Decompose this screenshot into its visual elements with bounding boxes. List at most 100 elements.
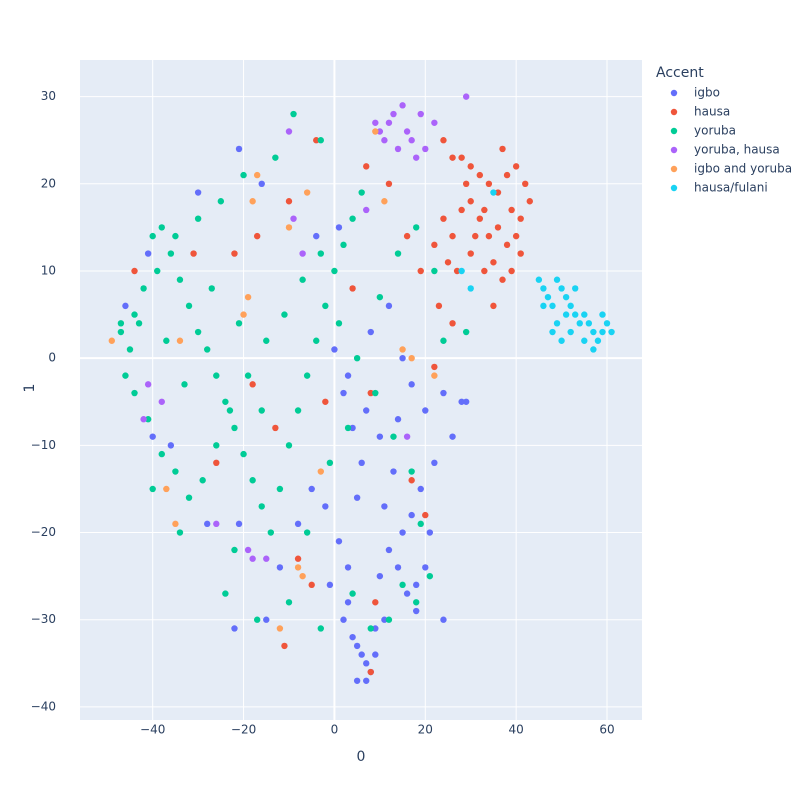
- point: [140, 285, 147, 292]
- y-tick-label: 10: [41, 263, 56, 277]
- legend-marker: [670, 146, 678, 154]
- point: [299, 276, 306, 283]
- point: [294, 555, 302, 562]
- point: [340, 389, 347, 397]
- x-tick-label: 0: [331, 723, 339, 737]
- point: [576, 320, 583, 327]
- point: [231, 546, 238, 554]
- point: [372, 389, 379, 397]
- point: [131, 389, 138, 397]
- point: [363, 206, 370, 214]
- point: [581, 337, 588, 344]
- point: [399, 529, 406, 536]
- point: [281, 642, 288, 650]
- point: [440, 389, 447, 397]
- point: [313, 232, 320, 240]
- point: [367, 389, 374, 397]
- legend-label: hausa/fulani: [694, 181, 768, 195]
- point: [131, 267, 138, 275]
- x-axis-title: 0: [357, 749, 366, 765]
- point: [413, 224, 420, 231]
- point: [335, 538, 343, 545]
- x-tick-label: 20: [418, 723, 433, 737]
- point: [158, 450, 165, 458]
- point: [462, 180, 470, 188]
- point: [122, 302, 129, 310]
- point: [476, 171, 484, 179]
- point: [299, 572, 306, 580]
- point: [458, 267, 465, 275]
- point: [381, 137, 388, 144]
- point: [285, 224, 293, 231]
- point: [263, 555, 270, 562]
- point: [253, 171, 261, 179]
- point: [503, 241, 511, 249]
- point: [194, 328, 202, 336]
- point: [408, 354, 415, 362]
- point: [449, 433, 456, 440]
- point: [158, 398, 165, 405]
- point: [399, 581, 406, 589]
- point: [449, 232, 456, 240]
- point: [276, 564, 284, 571]
- point: [594, 337, 602, 344]
- point: [390, 468, 397, 475]
- point: [544, 293, 552, 301]
- point: [462, 328, 470, 336]
- point: [590, 328, 597, 336]
- point: [344, 564, 352, 571]
- point: [154, 267, 161, 275]
- point: [403, 232, 411, 240]
- point: [244, 293, 252, 301]
- point: [476, 215, 484, 222]
- point: [222, 590, 229, 597]
- point: [581, 311, 588, 318]
- point: [235, 145, 243, 153]
- point: [408, 381, 415, 388]
- point: [535, 276, 543, 283]
- point: [558, 337, 565, 344]
- point: [235, 520, 243, 528]
- point: [213, 372, 220, 379]
- point: [194, 215, 202, 222]
- point: [172, 232, 179, 240]
- point: [281, 311, 288, 318]
- point: [467, 285, 474, 292]
- point: [599, 311, 606, 318]
- point: [508, 206, 515, 214]
- point: [462, 398, 470, 405]
- point: [344, 372, 352, 379]
- point: [294, 407, 302, 414]
- point: [358, 189, 365, 196]
- point: [458, 398, 465, 405]
- point: [390, 110, 397, 118]
- point: [199, 477, 206, 484]
- point: [431, 267, 438, 275]
- point: [276, 625, 284, 632]
- point: [208, 285, 215, 292]
- y-tick-label: 0: [48, 351, 56, 365]
- legend-label: hausa: [694, 105, 730, 119]
- point: [472, 232, 479, 240]
- point: [349, 590, 356, 597]
- point: [599, 328, 606, 336]
- point: [303, 189, 311, 196]
- point: [231, 625, 238, 632]
- point: [331, 267, 338, 275]
- point: [353, 677, 361, 684]
- point: [167, 250, 175, 257]
- point: [303, 529, 311, 536]
- point: [449, 320, 456, 327]
- point: [503, 171, 511, 179]
- point: [308, 581, 315, 589]
- point: [381, 503, 388, 510]
- point: [253, 232, 261, 240]
- legend-marker: [670, 108, 678, 116]
- point: [144, 250, 152, 257]
- point: [322, 503, 329, 510]
- point: [240, 450, 247, 458]
- point: [240, 311, 247, 318]
- point: [417, 267, 424, 275]
- point: [572, 285, 579, 292]
